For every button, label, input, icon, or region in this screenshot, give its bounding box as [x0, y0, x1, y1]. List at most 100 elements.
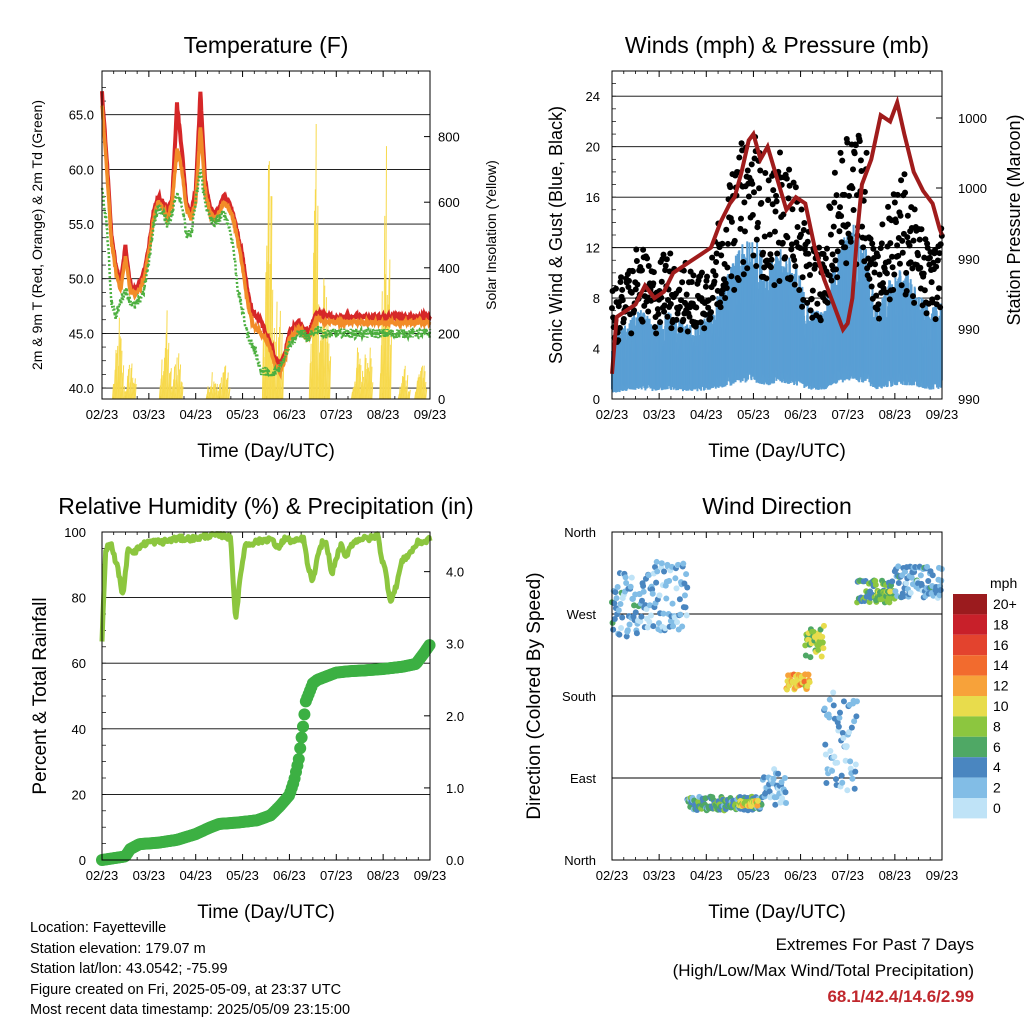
gust-point: [625, 277, 632, 284]
solar-spike: [313, 210, 316, 400]
direction-point: [627, 583, 634, 590]
x-tick-label: 03/23: [643, 868, 676, 883]
gust-point: [713, 258, 720, 265]
colorbar-swatch: [953, 798, 987, 819]
gust-point: [738, 140, 745, 147]
colorbar-swatch: [953, 655, 987, 676]
gust-point: [894, 242, 901, 249]
gust-point: [857, 157, 864, 164]
gust-point: [909, 293, 916, 300]
gust-point: [745, 193, 752, 200]
gust-point: [792, 263, 799, 270]
gust-point: [640, 246, 647, 253]
gust-point: [748, 161, 755, 168]
x-tick-label: 04/23: [179, 868, 212, 883]
y-tick-label: 4: [593, 342, 600, 357]
solar-spike: [361, 370, 364, 400]
direction-point: [633, 630, 640, 637]
direction-point: [917, 572, 924, 579]
gust-point: [773, 192, 780, 199]
gust-point: [869, 240, 876, 247]
solar-spike: [385, 294, 388, 400]
solar-spike: [404, 380, 407, 400]
gust-point: [662, 262, 669, 269]
solar-spike: [358, 358, 361, 400]
y-tick-label: 50.0: [69, 272, 94, 287]
gust-point: [891, 199, 898, 206]
gust-point: [858, 168, 865, 175]
gust-point: [731, 286, 738, 293]
y-tick-label: 40: [72, 722, 86, 737]
solar-spike: [226, 372, 229, 400]
figure-created: Figure created on Fri, 2025-05-09, at 23…: [30, 981, 342, 998]
solar-spike: [308, 363, 311, 400]
solar-spike: [408, 389, 411, 400]
y2-tick-label: 2.0: [446, 709, 464, 724]
gust-point: [785, 195, 792, 202]
gust-point: [789, 206, 796, 213]
solar-spike: [117, 317, 120, 400]
gust-point: [661, 302, 668, 309]
solar-spike: [275, 301, 278, 400]
gust-point: [704, 273, 711, 280]
gust-point: [796, 286, 803, 293]
gust-point: [932, 316, 939, 323]
solar-spike: [211, 386, 214, 400]
gust-point: [717, 304, 724, 311]
direction-point: [843, 743, 850, 750]
direction-point: [783, 800, 790, 807]
direction-point: [666, 577, 673, 584]
gust-point: [829, 251, 836, 258]
solar-spike: [402, 369, 405, 400]
gust-point: [891, 271, 898, 278]
gust-point: [638, 267, 645, 274]
direction-point: [744, 807, 751, 814]
gust-point: [839, 157, 846, 164]
wind-direction-title: Wind Direction: [702, 493, 852, 519]
solar-spike: [161, 375, 164, 400]
x-tick-label: 07/23: [831, 407, 864, 422]
colorbar-label: 12: [993, 678, 1009, 694]
gust-point: [770, 187, 777, 194]
x-tick-label: 06/23: [784, 868, 817, 883]
gust-point: [806, 261, 813, 268]
gust-point: [853, 192, 860, 199]
x-tick-label: 08/23: [879, 407, 912, 422]
y-tick-label: 55.0: [69, 217, 94, 232]
direction-point: [887, 588, 894, 595]
direction-point: [820, 645, 827, 652]
solar-spike: [329, 356, 332, 400]
gust-point: [926, 254, 933, 261]
gust-point: [705, 304, 712, 311]
x-tick-label: 09/23: [414, 868, 447, 883]
gust-point: [804, 238, 811, 245]
gust-point: [779, 239, 786, 246]
solar-spike: [261, 335, 264, 400]
series-rh: [99, 531, 433, 642]
y-tick-label: 24: [586, 89, 600, 104]
x-tick-label: 03/23: [643, 407, 676, 422]
gust-point: [799, 303, 806, 310]
x-tick-label: 05/23: [737, 868, 770, 883]
x-tick-label: 02/23: [86, 407, 119, 422]
direction-point: [660, 610, 667, 617]
gust-point: [923, 310, 930, 317]
direction-point: [924, 563, 931, 570]
y-tick-label: 65.0: [69, 108, 94, 123]
gust-point: [777, 149, 784, 156]
solar-spike: [167, 342, 170, 400]
direction-point: [611, 616, 618, 623]
direction-point: [822, 751, 829, 758]
solar-spike: [115, 353, 118, 400]
gust-point: [783, 175, 790, 182]
wind-direction-y-label: Direction (Colored By Speed): [524, 572, 545, 819]
direction-point: [847, 758, 854, 765]
x-tick-label: 04/23: [690, 868, 723, 883]
y-tick-label: 16: [586, 190, 600, 205]
gust-point: [936, 250, 943, 257]
gust-point: [843, 260, 850, 267]
gust-point: [651, 324, 658, 331]
direction-point: [638, 597, 645, 604]
gust-point: [797, 245, 804, 252]
direction-point: [830, 689, 837, 696]
